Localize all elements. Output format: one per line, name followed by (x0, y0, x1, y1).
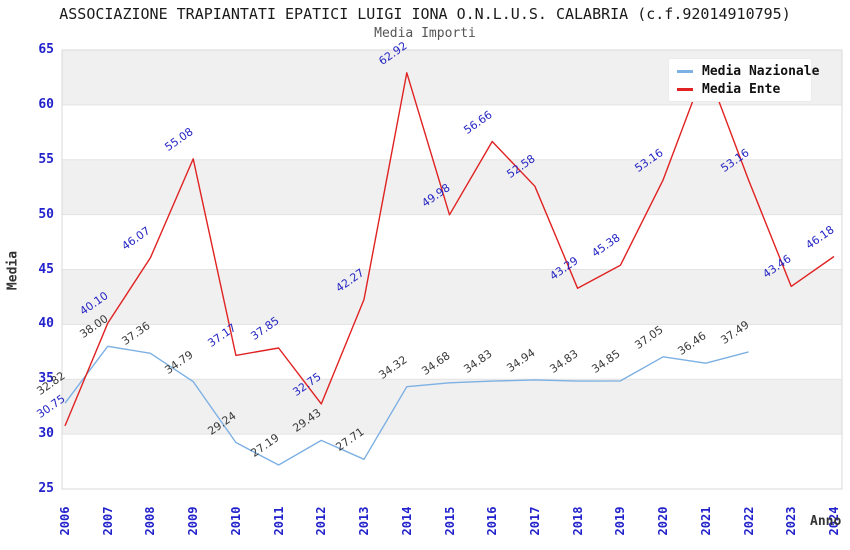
x-tick-label: 2018 (570, 506, 585, 536)
x-tick-label: 2014 (399, 506, 414, 536)
y-tick-label: 60 (38, 96, 54, 112)
chart-title: ASSOCIAZIONE TRAPIANTATI EPATICI LUIGI I… (59, 5, 791, 23)
y-tick-label: 40 (38, 316, 54, 332)
x-tick-label: 2011 (271, 506, 286, 536)
x-tick-label: 2017 (527, 506, 542, 536)
x-tick-label: 2021 (698, 506, 713, 536)
x-tick-label: 2013 (357, 506, 371, 536)
x-tick-label: 2019 (613, 506, 628, 536)
y-tick-label: 30 (38, 426, 54, 442)
legend-label: Media Ente (702, 81, 781, 97)
legend-label: Media Nazionale (702, 63, 820, 79)
x-tick-label: 2015 (442, 506, 457, 536)
x-tick-label: 2016 (485, 506, 500, 536)
media-nazionale-line (64, 345, 749, 466)
x-tick-label: 2020 (656, 506, 671, 536)
x-tick-label: 2007 (100, 506, 115, 536)
y-tick-label: 35 (38, 371, 54, 387)
y-tick-label: 25 (38, 481, 54, 496)
x-tick-label: 2006 (58, 506, 72, 536)
x-tick-label: 2009 (186, 506, 201, 536)
legend-item-media-nazionale: Media Nazionale (677, 64, 819, 79)
x-tick-label: 2023 (784, 506, 799, 536)
y-tick-label: 50 (38, 206, 54, 222)
x-axis-title: Anno (810, 514, 842, 529)
x-tick-label: 2022 (741, 506, 756, 536)
x-tick-label: 2008 (143, 506, 158, 536)
media-nazionale-swatch-icon (677, 69, 693, 73)
y-tick-label: 65 (38, 42, 54, 57)
x-tick-label: 2012 (314, 506, 329, 536)
media-ente-swatch-icon (677, 87, 693, 91)
y-axis-title: Media (5, 250, 21, 291)
chart-subtitle: Media Importi (374, 26, 476, 41)
y-tick-label: 45 (38, 261, 54, 277)
legend-item-media-ente: Media Ente (677, 82, 803, 97)
x-tick-label: 2010 (228, 506, 243, 536)
legend: Media Nazionale Media Ente (668, 58, 819, 102)
y-tick-label: 55 (38, 151, 54, 167)
